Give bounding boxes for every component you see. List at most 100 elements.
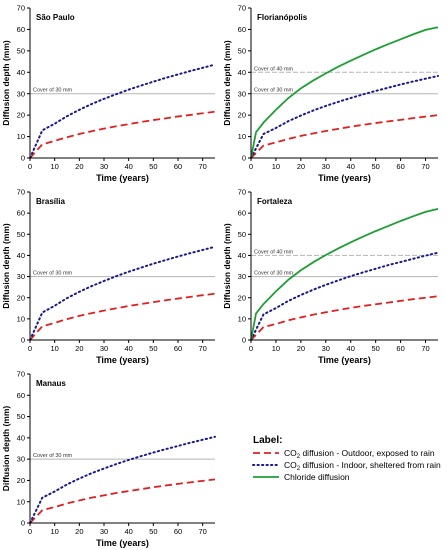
y-tick-label: 30: [238, 89, 246, 98]
series-line-co2_indoor: [29, 63, 216, 159]
series-line-co2_indoor: [250, 74, 439, 159]
x-tick-label: 40: [347, 162, 355, 171]
x-tick-label: 60: [174, 527, 182, 536]
legend: Label:CO2 diffusion - Outdoor, exposed t…: [252, 435, 441, 482]
legend-label: CO2 diffusion - Outdoor, exposed to rain: [284, 448, 435, 460]
chart-panel: Cover of 30 mm 0 10 20 30 40 50 60 70 0 10 20 30 40 50…: [1, 4, 216, 183]
series-line-co2_indoor: [250, 251, 439, 341]
cover-label: Cover of 30 mm: [254, 271, 294, 277]
y-tick-label: 70: [17, 370, 25, 379]
series-line-co2_outdoor: [29, 478, 216, 524]
x-tick-label: 0: [249, 344, 253, 353]
x-tick-label: 20: [297, 344, 305, 353]
x-tick-label: 50: [371, 344, 379, 353]
series-line-co2_outdoor: [250, 114, 439, 159]
x-tick-label: 40: [124, 162, 132, 171]
chart-title: Florianópolis: [257, 13, 308, 22]
x-tick-label: 30: [100, 162, 108, 171]
x-tick-label: 30: [322, 344, 330, 353]
chart-panel: Cover of 30 mm 0 10 20 30 40 50 60 70 0 10 20 30 40 50…: [1, 188, 216, 365]
y-tick-label: 20: [238, 111, 246, 120]
y-tick-label: 60: [17, 209, 25, 218]
legend-title: Label:: [253, 435, 282, 446]
x-tick-label: 10: [50, 162, 58, 171]
chart-panel: Cover of 40 mm Cover of 30 mm 0 10 20 30 40 50 6…: [222, 188, 439, 365]
x-tick-label: 40: [347, 344, 355, 353]
x-tick-label: 60: [174, 162, 182, 171]
legend-label: CO2 diffusion - Indoor, sheltered from r…: [284, 460, 441, 472]
x-tick-label: 50: [149, 162, 157, 171]
x-tick-label: 0: [28, 162, 32, 171]
y-axis-label: Diffusion depth (mm): [222, 223, 232, 309]
x-tick-label: 60: [396, 344, 404, 353]
y-tick-label: 30: [17, 89, 25, 98]
x-tick-label: 50: [149, 527, 157, 536]
y-tick-label: 30: [17, 272, 25, 281]
x-axis-label: Time (years): [318, 355, 371, 365]
cover-label: Cover of 30 mm: [33, 88, 73, 94]
y-tick-label: 60: [17, 391, 25, 400]
legend-label: Chloride diffusion: [284, 472, 350, 482]
x-tick-label: 60: [396, 162, 404, 171]
series-line-chloride: [250, 26, 439, 159]
y-tick-label: 30: [238, 272, 246, 281]
y-axis-label: Diffusion depth (mm): [1, 40, 11, 126]
y-tick-label: 30: [17, 455, 25, 464]
y-tick-label: 0: [242, 336, 246, 345]
y-tick-label: 70: [17, 4, 25, 13]
x-tick-label: 70: [421, 344, 429, 353]
y-tick-label: 20: [238, 293, 246, 302]
y-axis-label: Diffusion depth (mm): [1, 406, 11, 492]
y-tick-label: 0: [21, 519, 25, 528]
x-tick-label: 20: [297, 162, 305, 171]
x-tick-label: 40: [124, 344, 132, 353]
x-tick-label: 40: [124, 527, 132, 536]
y-tick-label: 50: [17, 46, 25, 55]
y-tick-label: 60: [17, 25, 25, 34]
y-tick-label: 0: [242, 154, 246, 163]
y-tick-label: 20: [17, 293, 25, 302]
x-tick-label: 10: [50, 344, 58, 353]
series-line-co2_outdoor: [250, 295, 439, 341]
cover-label: Cover of 30 mm: [254, 88, 294, 94]
chart-title: Brasília: [36, 197, 65, 206]
y-tick-label: 0: [21, 154, 25, 163]
x-tick-label: 30: [322, 162, 330, 171]
x-tick-label: 50: [371, 162, 379, 171]
y-tick-label: 10: [17, 314, 25, 323]
series-line-co2_outdoor: [29, 292, 216, 341]
y-tick-label: 50: [238, 230, 246, 239]
x-tick-label: 70: [198, 527, 206, 536]
y-tick-label: 20: [17, 476, 25, 485]
cover-label: Cover of 30 mm: [33, 453, 73, 459]
x-tick-label: 60: [174, 344, 182, 353]
cover-label: Cover of 30 mm: [33, 271, 73, 277]
x-tick-label: 20: [75, 162, 83, 171]
x-tick-label: 70: [421, 162, 429, 171]
y-tick-label: 40: [238, 251, 246, 260]
chart-panel: Cover of 30 mm 0 10 20 30 40 50 60 70 0 10 20 30 40 50…: [1, 370, 216, 548]
cover-label: Cover of 40 mm: [254, 66, 294, 72]
x-axis-label: Time (years): [318, 173, 371, 183]
series-line-co2_outdoor: [29, 110, 216, 159]
y-tick-label: 50: [238, 46, 246, 55]
y-tick-label: 60: [238, 25, 246, 34]
x-tick-label: 50: [149, 344, 157, 353]
series-line-co2_indoor: [29, 435, 216, 524]
y-tick-label: 40: [238, 68, 246, 77]
x-tick-label: 0: [249, 162, 253, 171]
y-tick-label: 40: [17, 251, 25, 260]
y-tick-label: 0: [21, 336, 25, 345]
y-tick-label: 40: [17, 68, 25, 77]
x-axis-label: Time (years): [96, 538, 149, 548]
x-tick-label: 0: [28, 527, 32, 536]
y-tick-label: 10: [17, 497, 25, 506]
x-tick-label: 10: [50, 527, 58, 536]
y-tick-label: 70: [17, 188, 25, 197]
chart-title: Fortaleza: [257, 197, 293, 206]
y-axis-label: Diffusion depth (mm): [1, 223, 11, 309]
x-axis-label: Time (years): [96, 355, 149, 365]
y-tick-label: 70: [238, 4, 246, 13]
x-tick-label: 20: [75, 527, 83, 536]
